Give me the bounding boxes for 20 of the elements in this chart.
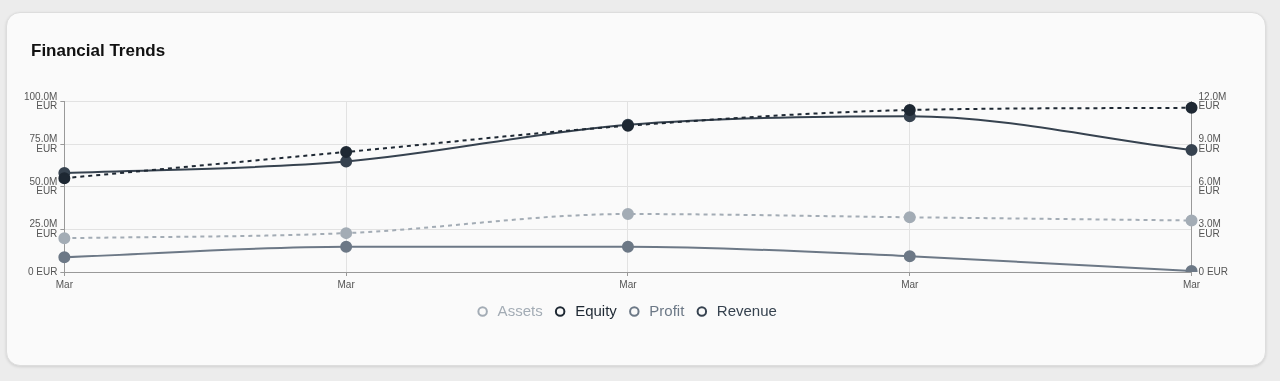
y-tick-label: 100.0M EUR [24, 90, 58, 111]
x-tick-label: Mar [55, 278, 74, 290]
y2-tick-label: 12.0M EUR [1198, 90, 1227, 111]
y2-tick-label: 6.0M EUR [1198, 175, 1221, 197]
y2-tick-label: 3.0M EUR [1198, 218, 1221, 239]
x-tick-label: Mar [619, 278, 638, 290]
y2-tick-label: 0 EUR [1198, 265, 1228, 277]
legend-label: Assets [497, 301, 543, 319]
y-tick-label: 50.0M EUR [29, 175, 58, 197]
legend-label: Profit [649, 301, 686, 319]
legend-label: Equity [575, 301, 618, 319]
x-tick-label: Mar [337, 278, 356, 290]
y2-tick-label: 9.0M EUR [1198, 133, 1221, 154]
x-tick-label: Mar [901, 278, 920, 290]
legend-label: Revenue [716, 301, 777, 319]
y-tick-label: 25.0M EUR [29, 218, 58, 239]
chart-title: Financial Trends [31, 41, 166, 61]
y-tick-label: 0 EUR [27, 265, 58, 277]
x-tick-label: Mar [1182, 278, 1201, 290]
y-tick-label: 75.0M EUR [29, 133, 58, 154]
